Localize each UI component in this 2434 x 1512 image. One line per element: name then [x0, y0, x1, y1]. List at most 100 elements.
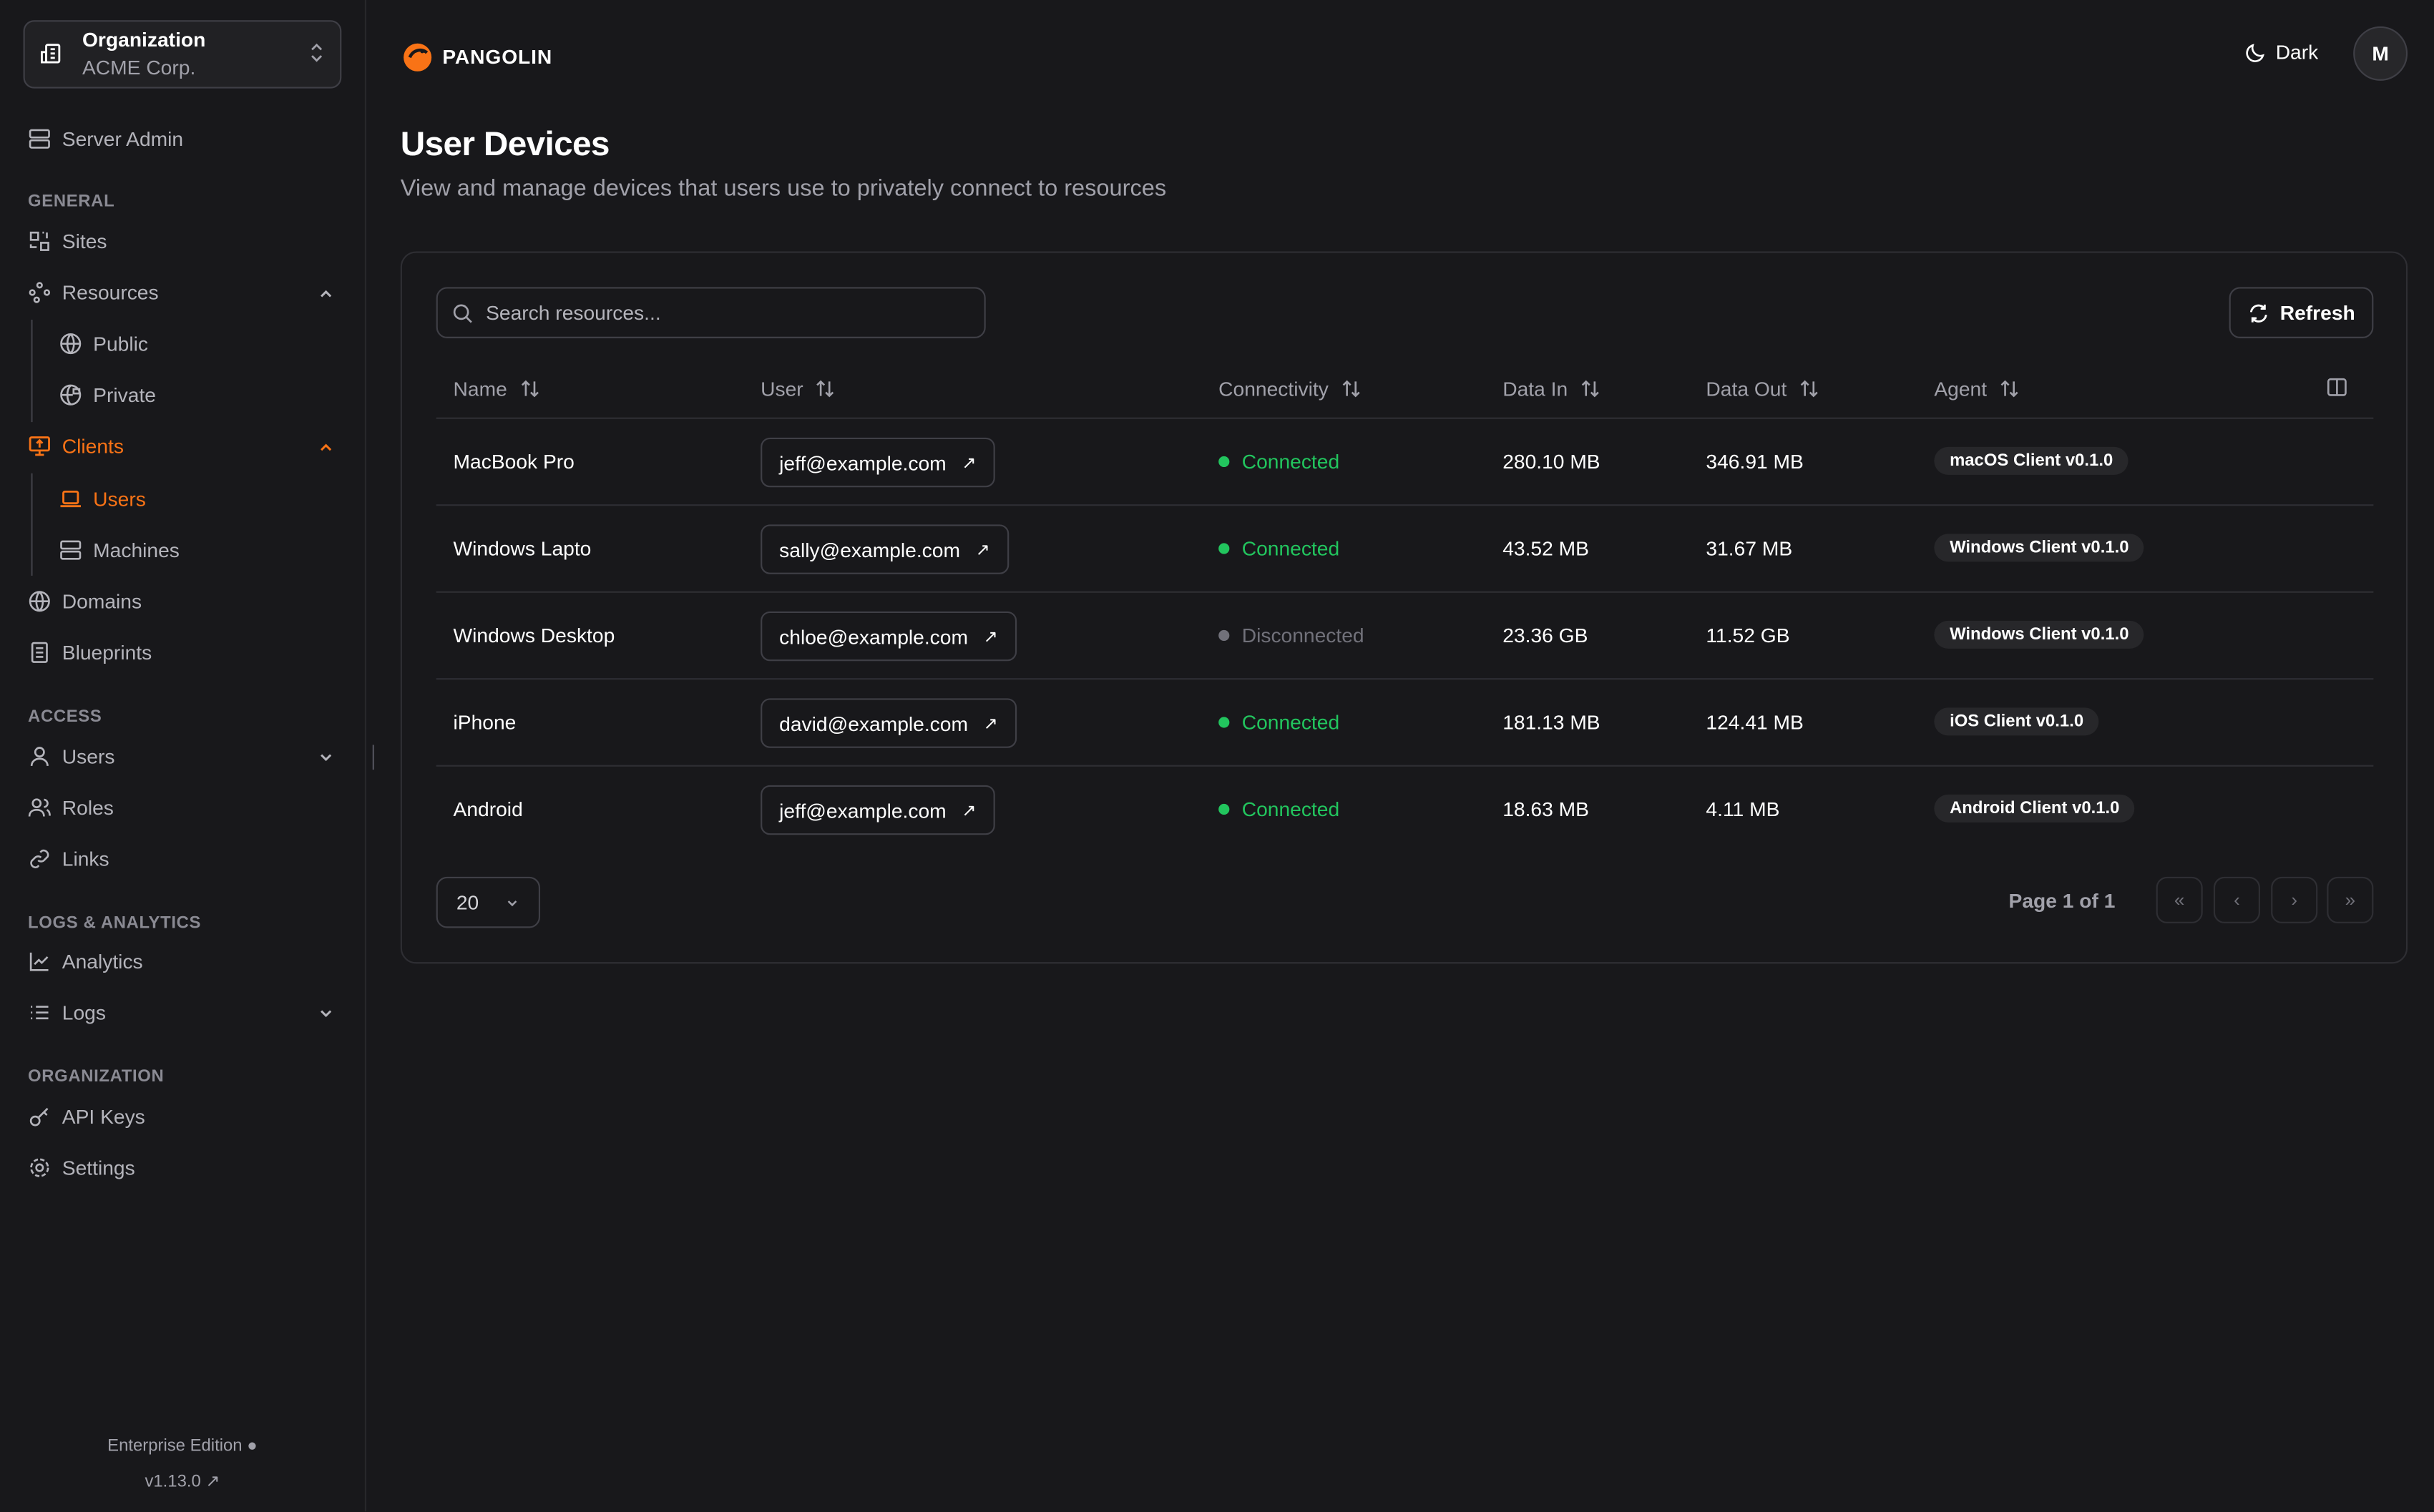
data-out: 11.52 GB — [1706, 624, 1790, 647]
user-email: sally@example.com — [779, 537, 960, 561]
key-icon — [29, 1107, 49, 1126]
version-text: v1.13.0 — [145, 1472, 201, 1492]
avatar[interactable]: M — [2353, 26, 2408, 81]
sidebar-item-public[interactable]: Public — [59, 332, 335, 355]
sidebar-item-sites[interactable]: Sites — [28, 230, 336, 253]
github-icon: ● — [247, 1437, 258, 1456]
sidebar-item-server-admin[interactable]: Server Admin — [28, 127, 336, 151]
user-link-button[interactable]: david@example.com ↗ — [761, 698, 1017, 748]
theme-label: Dark — [2275, 40, 2319, 64]
arrow-up-right-icon: ↗ — [975, 541, 990, 560]
sidebar-item-resources[interactable]: Resources — [28, 280, 336, 305]
status-dot — [1218, 629, 1230, 642]
chevron-left-icon: ‹ — [2234, 889, 2240, 911]
search-input[interactable]: Search resources... — [436, 287, 986, 338]
globe-icon — [60, 333, 82, 355]
label: Server Admin — [62, 127, 184, 151]
page-size-select[interactable]: 20 — [436, 876, 541, 928]
data-in: 43.52 MB — [1502, 536, 1589, 561]
version-link[interactable]: v1.13.0 ↗ — [0, 1471, 365, 1491]
arrow-up-right-icon: ↗ — [983, 715, 998, 734]
section-logs: LOGS & ANALYTICS — [28, 913, 202, 933]
edition-text: Enterprise Edition — [107, 1437, 243, 1456]
user-icon — [30, 747, 49, 767]
device-name: iPhone — [453, 710, 517, 735]
connectivity-status: Connected — [1218, 450, 1339, 473]
label: Sites — [62, 230, 107, 253]
next-page-button[interactable]: › — [2271, 876, 2318, 923]
brand-name: PANGOLIN — [442, 44, 553, 68]
label: Public — [93, 332, 149, 355]
main: PANGOLIN Dark M User Devices View and ma… — [366, 0, 2434, 1511]
column-label: Data In — [1502, 377, 1568, 401]
connectivity-status: Connected — [1218, 797, 1339, 821]
prev-page-button[interactable]: ‹ — [2213, 876, 2260, 923]
sidebar-item-analytics[interactable]: Analytics — [28, 950, 336, 973]
sidebar-item-private[interactable]: Private — [59, 383, 335, 406]
server-icon — [29, 129, 50, 149]
chevron-right-icon: › — [2291, 889, 2298, 911]
status-text: Connected — [1241, 710, 1340, 735]
column-header[interactable]: Name — [454, 377, 540, 401]
status-dot — [1218, 717, 1230, 728]
refresh-label: Refresh — [2279, 300, 2355, 325]
sidebar-item-blueprints[interactable]: Blueprints — [28, 641, 336, 664]
user-link-button[interactable]: jeff@example.com ↗ — [761, 437, 995, 488]
connectivity-status: Connected — [1218, 710, 1340, 735]
data-out: 124.41 MB — [1706, 710, 1804, 735]
agent-badge: Windows Client v0.1.0 — [1934, 620, 2145, 649]
chevron-up-icon — [321, 289, 332, 297]
last-page-button[interactable]: » — [2327, 876, 2374, 923]
column-header[interactable]: Connectivity — [1218, 377, 1361, 401]
columns-icon[interactable] — [2327, 377, 2347, 397]
user-link-button[interactable]: sally@example.com ↗ — [761, 524, 1009, 574]
column-label: Data Out — [1706, 377, 1787, 401]
sidebar-item-domains[interactable]: Domains — [28, 589, 336, 613]
refresh-button[interactable]: Refresh — [2229, 287, 2374, 338]
chevrons-right-icon: » — [2345, 889, 2356, 911]
chevrons-left-icon: « — [2174, 889, 2185, 911]
sidebar-item-settings[interactable]: Settings — [28, 1156, 336, 1179]
sidebar-item-access-users[interactable]: Users — [28, 745, 336, 768]
user-link-button[interactable]: jeff@example.com ↗ — [761, 785, 995, 835]
chevrons-up-down-icon — [311, 43, 323, 62]
user-email: chloe@example.com — [779, 624, 968, 648]
building-icon — [41, 44, 61, 64]
first-page-button[interactable]: « — [2156, 876, 2203, 923]
refresh-icon — [2249, 303, 2267, 322]
sort-icon — [1581, 380, 1599, 398]
column-header[interactable]: User — [761, 377, 836, 401]
edition-label[interactable]: Enterprise Edition ● — [0, 1437, 365, 1455]
org-name: ACME Corp. — [82, 56, 196, 79]
column-header[interactable]: Agent — [1934, 377, 2019, 401]
theme-toggle[interactable]: Dark — [2244, 40, 2318, 64]
globe-icon — [29, 591, 50, 612]
section-organization: ORGANIZATION — [28, 1067, 165, 1086]
label: Resources — [62, 280, 159, 305]
label: Machines — [93, 538, 180, 562]
laptop-icon — [60, 490, 81, 508]
sidebar-resize-handle[interactable] — [372, 745, 374, 770]
sidebar-item-clients[interactable]: Clients — [28, 434, 336, 458]
sidebar-item-logs[interactable]: Logs — [28, 1001, 336, 1024]
sort-icon — [521, 380, 539, 398]
sidebar-item-machines[interactable]: Machines — [59, 538, 335, 562]
user-link-button[interactable]: chloe@example.com ↗ — [761, 611, 1017, 662]
column-label: User — [761, 377, 803, 401]
arrow-up-right-icon: ↗ — [962, 453, 977, 473]
brand-logo[interactable]: PANGOLIN — [401, 39, 552, 73]
org-label: Organization — [82, 28, 206, 51]
chevron-down-icon — [321, 1009, 332, 1017]
sort-icon — [2000, 380, 2018, 398]
column-header[interactable]: Data Out — [1706, 377, 1819, 401]
label: Settings — [62, 1156, 135, 1179]
device-name: MacBook Pro — [453, 450, 575, 473]
link-icon — [30, 849, 49, 868]
search-icon — [453, 303, 472, 323]
sidebar-item-roles[interactable]: Roles — [28, 796, 336, 820]
column-header[interactable]: Data In — [1502, 377, 1600, 401]
sidebar-item-api-keys[interactable]: API Keys — [28, 1105, 336, 1128]
org-switcher[interactable]: Organization ACME Corp. — [23, 20, 342, 89]
sidebar-item-users[interactable]: Users — [59, 487, 335, 511]
sidebar-item-links[interactable]: Links — [28, 848, 336, 870]
